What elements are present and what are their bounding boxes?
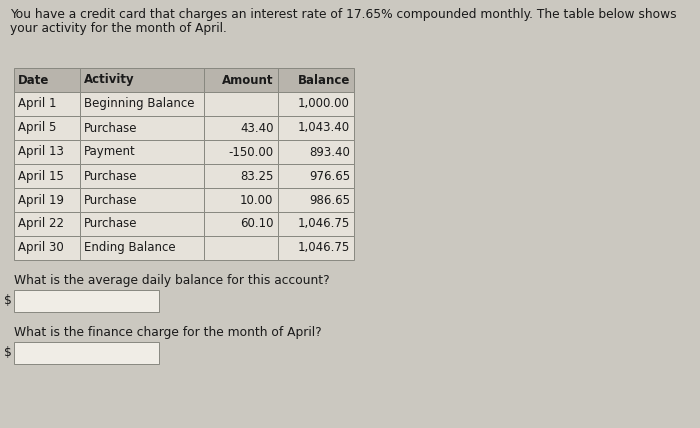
Text: April 30: April 30 bbox=[18, 241, 64, 255]
Text: 976.65: 976.65 bbox=[309, 169, 350, 182]
Text: 1,046.75: 1,046.75 bbox=[298, 217, 350, 231]
Text: 986.65: 986.65 bbox=[309, 193, 350, 206]
Text: $: $ bbox=[4, 347, 12, 360]
Text: Purchase: Purchase bbox=[84, 193, 138, 206]
Text: -150.00: -150.00 bbox=[228, 146, 274, 158]
Text: 10.00: 10.00 bbox=[240, 193, 274, 206]
Text: your activity for the month of April.: your activity for the month of April. bbox=[10, 22, 227, 35]
Text: 83.25: 83.25 bbox=[240, 169, 274, 182]
Text: Ending Balance: Ending Balance bbox=[84, 241, 176, 255]
Text: Date: Date bbox=[18, 74, 50, 86]
Text: Beginning Balance: Beginning Balance bbox=[84, 98, 195, 110]
Text: 1,043.40: 1,043.40 bbox=[298, 122, 350, 134]
Text: 893.40: 893.40 bbox=[309, 146, 350, 158]
Text: April 19: April 19 bbox=[18, 193, 64, 206]
Text: 60.10: 60.10 bbox=[240, 217, 274, 231]
Text: Purchase: Purchase bbox=[84, 217, 138, 231]
Text: You have a credit card that charges an interest rate of 17.65% compounded monthl: You have a credit card that charges an i… bbox=[10, 8, 677, 21]
Text: April 15: April 15 bbox=[18, 169, 64, 182]
Text: 1,046.75: 1,046.75 bbox=[298, 241, 350, 255]
Text: What is the average daily balance for this account?: What is the average daily balance for th… bbox=[14, 274, 330, 287]
Text: April 13: April 13 bbox=[18, 146, 64, 158]
Text: Purchase: Purchase bbox=[84, 169, 138, 182]
Text: 1,000.00: 1,000.00 bbox=[298, 98, 350, 110]
Text: 43.40: 43.40 bbox=[240, 122, 274, 134]
Text: Payment: Payment bbox=[84, 146, 136, 158]
Text: Purchase: Purchase bbox=[84, 122, 138, 134]
Text: Activity: Activity bbox=[84, 74, 135, 86]
Text: $: $ bbox=[4, 294, 12, 307]
Text: What is the finance charge for the month of April?: What is the finance charge for the month… bbox=[14, 326, 321, 339]
Text: Balance: Balance bbox=[298, 74, 350, 86]
Text: Amount: Amount bbox=[222, 74, 274, 86]
Text: April 5: April 5 bbox=[18, 122, 57, 134]
Text: April 1: April 1 bbox=[18, 98, 57, 110]
Text: April 22: April 22 bbox=[18, 217, 64, 231]
